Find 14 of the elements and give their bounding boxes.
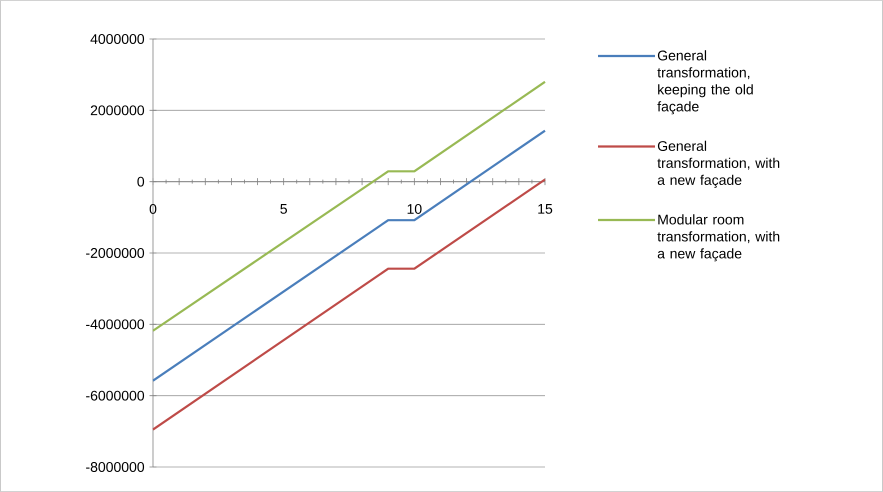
y-tick-label: 2000000 — [90, 105, 144, 116]
y-tick-label: 0 — [137, 176, 144, 187]
y-tick-label: 4000000 — [90, 34, 144, 44]
legend-label: Modular room transformation, with a new façade — [657, 214, 780, 262]
x-tick-label: 15 — [538, 204, 552, 214]
x-tick-label: 5 — [280, 204, 287, 214]
y-tick-label: -2000000 — [86, 248, 144, 258]
x-tick-label: 10 — [408, 204, 422, 214]
y-tick-label: -4000000 — [86, 319, 144, 330]
y-tick-label: -6000000 — [86, 390, 144, 401]
x-tick-label: 0 — [150, 204, 156, 214]
legend-label: General transformation, with a new façade — [657, 140, 780, 188]
y-tick-label: -8000000 — [86, 462, 144, 472]
legend-label: General transformation, keeping the old façade — [657, 50, 753, 114]
